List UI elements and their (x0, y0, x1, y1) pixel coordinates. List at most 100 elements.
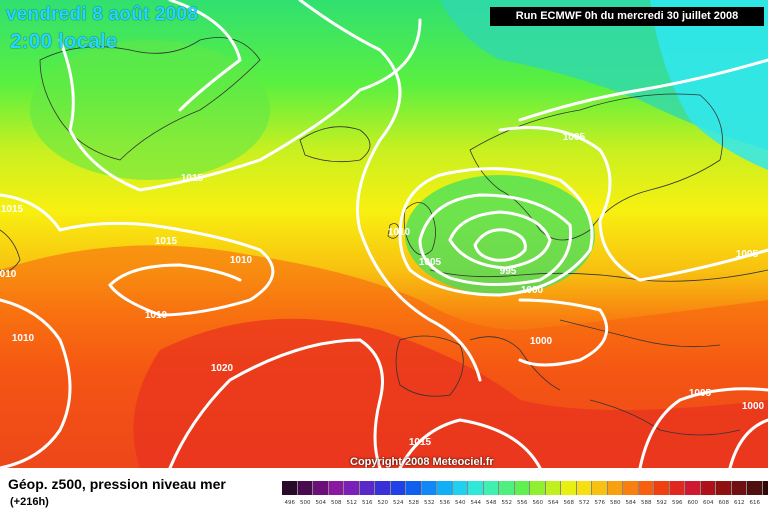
legend-swatch (421, 481, 437, 495)
cold-air-core (650, 0, 768, 170)
legend-swatch (514, 481, 530, 495)
isobar-label: 1015 (409, 437, 432, 448)
isobar-label: 1015 (181, 173, 204, 184)
isobar-label: 1010 (230, 255, 253, 266)
legend-value: 528 (408, 500, 420, 506)
subtropical-ridge (133, 318, 768, 468)
legend-swatch (731, 481, 747, 495)
legend-swatch (390, 481, 406, 495)
legend-swatch (638, 481, 654, 495)
legend-swatch (375, 481, 391, 495)
legend-swatch (747, 481, 763, 495)
legend-value: 560 (532, 500, 544, 506)
isobar-label: 1005 (419, 257, 442, 268)
isobar-label: 1005 (563, 132, 586, 143)
isobar-1010-low (398, 167, 594, 297)
legend-value: 544 (470, 500, 482, 506)
legend-swatch (499, 481, 515, 495)
isobar-label: 1010 (145, 310, 168, 321)
isobar-labels: 1015 1015 1015 1010 010 1010 1010 1020 1015 1005 1… (0, 132, 765, 448)
isobar-label: 1010 (12, 333, 35, 344)
isobar-label: 010 (0, 269, 17, 280)
legend-value: 564 (548, 500, 559, 506)
isobar-1010-west (0, 298, 72, 468)
legend-value: 520 (377, 500, 389, 506)
copyright-notice: Copyright 2008 Meteociel.fr (350, 456, 494, 468)
legend-swatch (561, 481, 577, 495)
legend-value: 504 (315, 500, 327, 506)
isobar-1015-south (398, 418, 542, 468)
isobar-label: 1005 (689, 388, 712, 399)
legend-swatch (607, 481, 623, 495)
model-run-info: Run ECMWF 0h du mercredi 30 juillet 2008 (490, 7, 764, 26)
parameter-title: Géop. z500, pression niveau mer (8, 476, 226, 492)
legend-value: 540 (455, 500, 466, 506)
legend-swatch (483, 481, 499, 495)
isobar-1005-east (498, 126, 768, 282)
legend-value: 596 (672, 500, 683, 506)
isobar-label: 1015 (155, 236, 178, 247)
legend-swatch (700, 481, 716, 495)
isobar-label: 1000 (530, 336, 553, 347)
legend-swatch (468, 481, 484, 495)
legend-value: 576 (594, 500, 606, 506)
legend-swatch (762, 481, 768, 495)
isobar-1010-atlantic (0, 193, 275, 317)
legend-swatch (545, 481, 561, 495)
legend-swatch (654, 481, 670, 495)
legend-value: 552 (501, 500, 513, 506)
forecast-date: vendredi 8 août 2008 (6, 4, 198, 25)
legend-value: 516 (362, 500, 373, 506)
isobar-label: 995 (500, 266, 517, 277)
legend-value: 496 (284, 500, 296, 506)
isobar-label: 1010 (388, 227, 411, 238)
isobar-1000-low (448, 210, 552, 270)
legend-value: 500 (300, 500, 311, 506)
isobar-label: 1020 (211, 363, 234, 374)
legend-value: 556 (517, 500, 528, 506)
map-canvas: 1015 1015 1015 1010 010 1010 1010 1020 1015 1005 1… (0, 0, 768, 468)
legend-value: 584 (625, 500, 637, 506)
isobar-1005-southeast (638, 387, 768, 468)
legend-swatch (313, 481, 329, 495)
isobar-1000-southeast (728, 418, 768, 468)
legend-value: 568 (563, 500, 575, 506)
legend-value: 600 (687, 500, 699, 506)
legend-swatch (452, 481, 468, 495)
legend-swatch (685, 481, 701, 495)
legend-swatch (359, 481, 375, 495)
legend-value: 524 (393, 500, 404, 506)
forecast-time: 2:00 locale (10, 30, 118, 53)
forecast-step: (+216h) (10, 496, 49, 508)
legend-swatch (328, 481, 344, 495)
legend-swatch (576, 481, 592, 495)
legend-value: 588 (641, 500, 652, 506)
isobar-label: 1000 (742, 401, 765, 412)
legend-value: 608 (718, 500, 730, 506)
isobar-1015-mid (298, 0, 482, 382)
color-legend (282, 481, 768, 495)
isobar-1005-north (518, 58, 768, 122)
legend-value: 616 (749, 500, 761, 506)
legend-value (763, 500, 768, 506)
legend-value: 572 (579, 500, 590, 506)
legend-swatch (406, 481, 422, 495)
isobar-label: 1000 (521, 285, 544, 296)
weather-map: 1015 1015 1015 1010 010 1010 1010 1020 1015 1005 1… (0, 0, 768, 468)
isobar-label: 1015 (1, 204, 24, 215)
legend-value: 536 (439, 500, 451, 506)
legend-value: 592 (656, 500, 668, 506)
legend-swatch (530, 481, 546, 495)
isobar-1005-low (418, 193, 573, 286)
legend-swatch (716, 481, 732, 495)
isobar-1015-north (58, 18, 422, 192)
legend-value: 532 (424, 500, 435, 506)
legend-value: 512 (346, 500, 358, 506)
legend-swatch (437, 481, 453, 495)
legend-value: 548 (486, 500, 497, 506)
isobar-1000-south (518, 298, 609, 367)
isobar-995-low (473, 228, 527, 262)
legend-swatch (592, 481, 608, 495)
legend-value: 580 (610, 500, 621, 506)
